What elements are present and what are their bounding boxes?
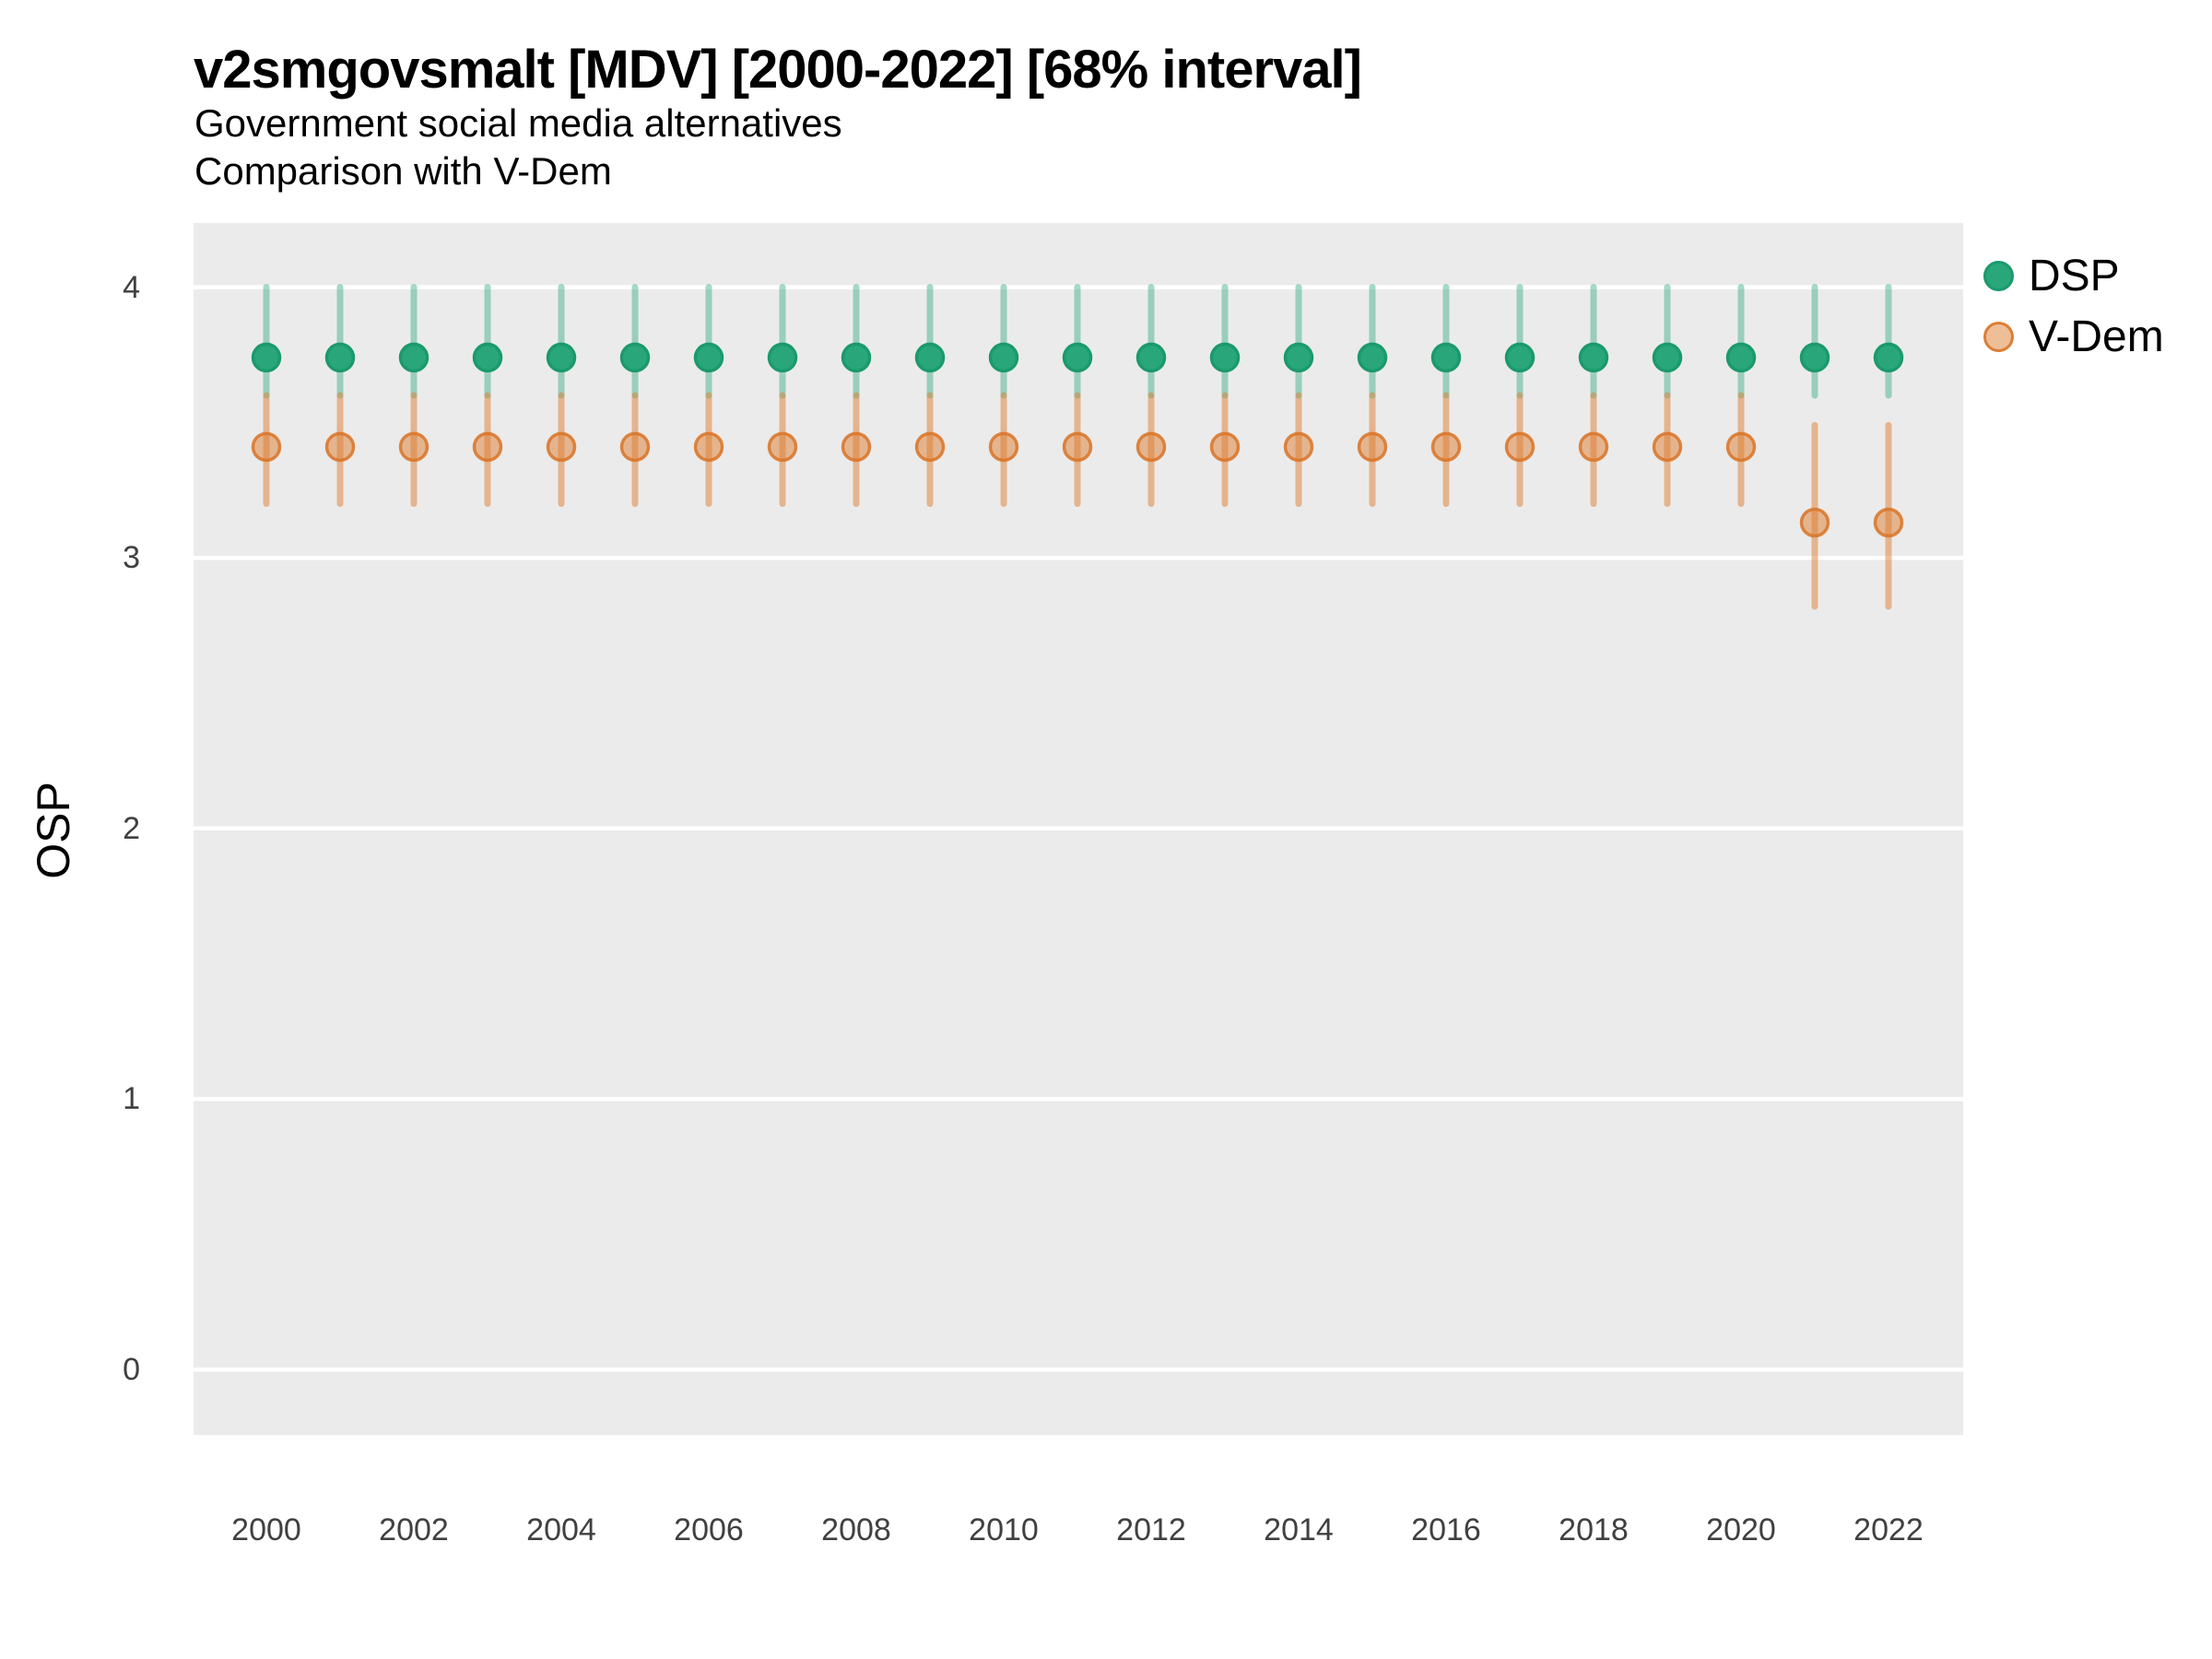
- v-dem-point-2002: [398, 431, 429, 463]
- dsp-point-2012: [1135, 342, 1167, 373]
- chart-title: v2smgovsmalt [MDV] [2000-2022] [68% inte…: [194, 40, 1362, 100]
- v-dem-point-2019: [1652, 431, 1683, 463]
- y-tick-label-2: 2: [123, 810, 140, 846]
- y-tick-label-1: 1: [123, 1081, 140, 1117]
- dsp-legend-dot-icon: [1983, 260, 2014, 291]
- dsp-point-2002: [398, 342, 429, 373]
- v-dem-point-2009: [914, 431, 946, 463]
- v-dem-point-2010: [988, 431, 1019, 463]
- v-dem-point-2022: [1873, 507, 1904, 538]
- v-dem-point-2008: [841, 431, 872, 463]
- v-dem-point-2005: [619, 431, 651, 463]
- x-tick-label-2004: 2004: [526, 1512, 596, 1547]
- v-dem-point-2017: [1504, 431, 1535, 463]
- x-tick-label-2008: 2008: [821, 1512, 891, 1547]
- legend-label-dsp: DSP: [2029, 251, 2120, 300]
- dsp-point-2022: [1873, 342, 1904, 373]
- x-tick-label-2010: 2010: [969, 1512, 1039, 1547]
- y-tick-label-0: 0: [123, 1352, 140, 1387]
- x-tick-label-2020: 2020: [1706, 1512, 1776, 1547]
- legend-item-dsp: DSP: [1983, 245, 2164, 306]
- dsp-point-2005: [619, 342, 651, 373]
- v-dem-point-2007: [767, 431, 798, 463]
- v-dem-point-2014: [1283, 431, 1314, 463]
- legend-item-vdem: V-Dem: [1983, 306, 2164, 367]
- v-dem-point-2012: [1135, 431, 1167, 463]
- dsp-point-2004: [546, 342, 577, 373]
- dsp-point-2011: [1062, 342, 1093, 373]
- chart-subtitle-line2: Comparison with V-Dem: [194, 149, 612, 193]
- v-dem-point-2021: [1799, 507, 1830, 538]
- dsp-point-2013: [1209, 342, 1241, 373]
- v-dem-point-2016: [1430, 431, 1462, 463]
- y-tick-label-4: 4: [123, 269, 140, 305]
- v-dem-point-2015: [1357, 431, 1388, 463]
- dsp-point-2008: [841, 342, 872, 373]
- dsp-point-2000: [251, 342, 282, 373]
- v-dem-point-2000: [251, 431, 282, 463]
- dsp-point-2010: [988, 342, 1019, 373]
- dsp-point-2021: [1799, 342, 1830, 373]
- x-tick-label-2006: 2006: [674, 1512, 744, 1547]
- dsp-point-2007: [767, 342, 798, 373]
- legend-label-vdem: V-Dem: [2029, 312, 2164, 361]
- x-tick-label-2000: 2000: [231, 1512, 301, 1547]
- x-tick-label-2016: 2016: [1411, 1512, 1481, 1547]
- x-tick-label-2002: 2002: [379, 1512, 449, 1547]
- dsp-point-2020: [1725, 342, 1757, 373]
- x-tick-label-2012: 2012: [1116, 1512, 1186, 1547]
- dsp-point-2019: [1652, 342, 1683, 373]
- dsp-point-2003: [472, 342, 503, 373]
- legend: DSP V-Dem: [1983, 245, 2164, 367]
- dsp-point-2017: [1504, 342, 1535, 373]
- v-dem-point-2001: [324, 431, 356, 463]
- v-dem-point-2020: [1725, 431, 1757, 463]
- dsp-point-2009: [914, 342, 946, 373]
- v-dem-point-2013: [1209, 431, 1241, 463]
- chart-subtitle-line1: Government social media alternatives: [194, 101, 842, 145]
- y-tick-label-3: 3: [123, 540, 140, 576]
- dsp-point-2015: [1357, 342, 1388, 373]
- vdem-legend-dot-icon: [1983, 321, 2014, 352]
- v-dem-point-2003: [472, 431, 503, 463]
- dsp-point-2006: [693, 342, 724, 373]
- v-dem-point-2006: [693, 431, 724, 463]
- dsp-point-2018: [1578, 342, 1609, 373]
- dsp-point-2016: [1430, 342, 1462, 373]
- x-tick-label-2022: 2022: [1853, 1512, 1924, 1547]
- x-tick-label-2018: 2018: [1559, 1512, 1629, 1547]
- v-dem-point-2018: [1578, 431, 1609, 463]
- x-tick-label-2014: 2014: [1264, 1512, 1334, 1547]
- dsp-point-2001: [324, 342, 356, 373]
- v-dem-point-2011: [1062, 431, 1093, 463]
- v-dem-point-2004: [546, 431, 577, 463]
- dsp-point-2014: [1283, 342, 1314, 373]
